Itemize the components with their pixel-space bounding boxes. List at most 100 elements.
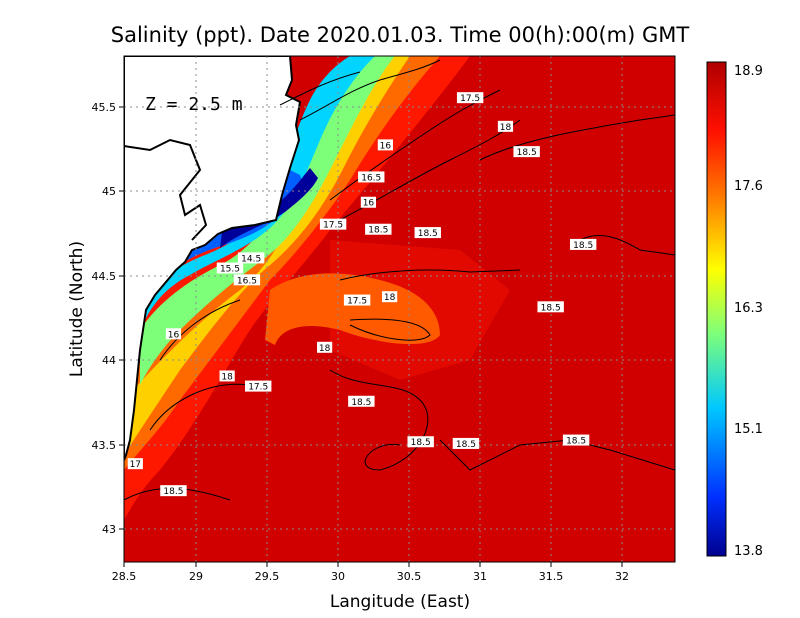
contour-label: 18.5: [407, 436, 434, 448]
contour-label-text: 18: [221, 372, 233, 382]
contour-label-box: [358, 171, 385, 183]
x-tick-label: 32: [615, 570, 629, 583]
colorbar: 18.9 17.6 16.3 15.1 13.8: [706, 61, 763, 559]
chart-title: Salinity (ppt). Date 2020.01.03. Time 00…: [111, 23, 690, 47]
contour-label-box: [216, 262, 244, 274]
contour-label-box: [407, 436, 434, 448]
x-tick-label: 31.5: [539, 570, 564, 583]
contour-labels: 17.5 18 18.5 16 16.5 16 17.5 18.5 18.5 18.5 14.515…: [127, 92, 597, 497]
contour-label: 16: [165, 328, 182, 340]
contour-label-text: 18: [384, 293, 396, 303]
contour-label: 18: [219, 370, 235, 382]
contour-label-box: [317, 341, 333, 353]
contour-label: 16.5: [233, 274, 261, 286]
contour-label: 18.5: [160, 485, 187, 497]
y-tick-label: 44.5: [92, 270, 117, 283]
contour-label-text: 16: [380, 141, 392, 151]
contour-label: 18: [382, 291, 398, 303]
contour-label-text: 18: [500, 123, 512, 133]
contour-label-box: [365, 223, 392, 235]
y-tick-label: 45: [102, 185, 116, 198]
plot-frame: [123, 55, 676, 563]
contour-label: 18: [317, 341, 333, 354]
field-band-yellow: [124, 56, 410, 455]
contour-label: 17: [127, 458, 143, 470]
colorbar-tick-label: 15.1: [734, 422, 763, 437]
grid-lines: [124, 56, 675, 562]
contour-label-box: [343, 294, 371, 306]
land-mass: [124, 56, 302, 461]
contour-label-box: [569, 238, 597, 250]
depth-annotation: Z = 2.5 m: [145, 94, 243, 115]
y-tick-label: 45.5: [92, 101, 117, 114]
contour-label-text: 18: [319, 344, 331, 354]
contour-label: 18: [497, 120, 514, 133]
contour-label-box: [237, 252, 265, 264]
contour-label-box: [452, 437, 480, 449]
contour-label-text: 16.5: [361, 173, 381, 183]
contour-label-box: [233, 274, 261, 286]
contour-label: 15.5: [216, 262, 244, 275]
contour-label-box: [219, 370, 235, 382]
contour-label-box: [497, 120, 514, 132]
contour-label: 18.5: [365, 223, 392, 236]
contour-label: 18.5: [569, 238, 597, 251]
contour-label: 18.5: [452, 437, 480, 450]
contour-lines: [124, 59, 675, 501]
y-axis: 43 43.5 44 44.5 45 45.5 Latitude (North): [67, 101, 124, 536]
contour-label: 14.5: [237, 252, 265, 264]
contour-label-text: 18.5: [573, 241, 593, 251]
colorbar-tick-label: 18.9: [734, 64, 763, 79]
field-core-darkblue: [220, 168, 318, 248]
contour-label: 17.5: [319, 218, 347, 231]
contour-label-text: 18.5: [368, 226, 388, 236]
contour-label-text: 17.5: [460, 94, 480, 104]
contour-label-box: [456, 92, 484, 104]
contour-label: 18.5: [513, 146, 540, 158]
x-axis-label: Langitude (East): [330, 592, 470, 612]
contour-label-text: 18.5: [418, 229, 438, 239]
contour-label-box: [160, 485, 187, 497]
colorbar-gradient: [706, 61, 727, 557]
contour-label-text: 17.5: [323, 221, 343, 231]
contour-label-text: 18.5: [517, 148, 537, 158]
contour-label-text: 18.5: [411, 438, 431, 448]
contour-label: 16: [360, 196, 377, 209]
contour-label-box: [537, 301, 564, 313]
y-axis-label: Latitude (North): [67, 241, 87, 377]
contour-label-box: [513, 146, 540, 158]
salinity-field: [124, 56, 675, 562]
contour-label-box: [360, 196, 377, 208]
contour-label-text: 18.5: [163, 487, 183, 497]
x-tick-label: 30: [331, 570, 345, 583]
y-tick-label: 43.5: [92, 439, 117, 452]
contour-label-box: [348, 395, 375, 407]
contour-label: 18.5: [348, 395, 375, 408]
field-band-green: [140, 56, 395, 385]
contour-label-text: 17: [130, 460, 141, 470]
contour-label-box: [319, 218, 347, 230]
colorbar-tick-label: 16.3: [734, 301, 763, 316]
x-tick-label: 30.5: [397, 570, 422, 583]
contour-label-text: 18.5: [566, 437, 586, 447]
contour-label: 16: [377, 139, 393, 151]
field-band-orange: [124, 56, 440, 470]
contour-label-text: 17.5: [248, 383, 268, 393]
x-tick-label: 31: [473, 570, 487, 583]
contour-label-box: [165, 328, 182, 340]
x-tick-label: 29: [189, 570, 203, 583]
contour-label-text: 14.5: [241, 254, 261, 264]
field-band-cyan: [140, 56, 375, 320]
contour-label-box: [245, 380, 272, 392]
contour-label-text: 15.5: [220, 265, 240, 275]
y-tick-label: 44: [102, 354, 116, 367]
contour-label-text: 17.5: [347, 297, 367, 307]
contour-label-box: [377, 139, 393, 151]
x-tick-label: 28.5: [112, 570, 137, 583]
contour-label: 18.5: [414, 227, 441, 239]
contour-label-text: 18.5: [456, 440, 476, 450]
contour-label-box: [127, 458, 143, 470]
contour-label-box: [562, 434, 590, 446]
contour-label: 17.5: [343, 294, 371, 307]
